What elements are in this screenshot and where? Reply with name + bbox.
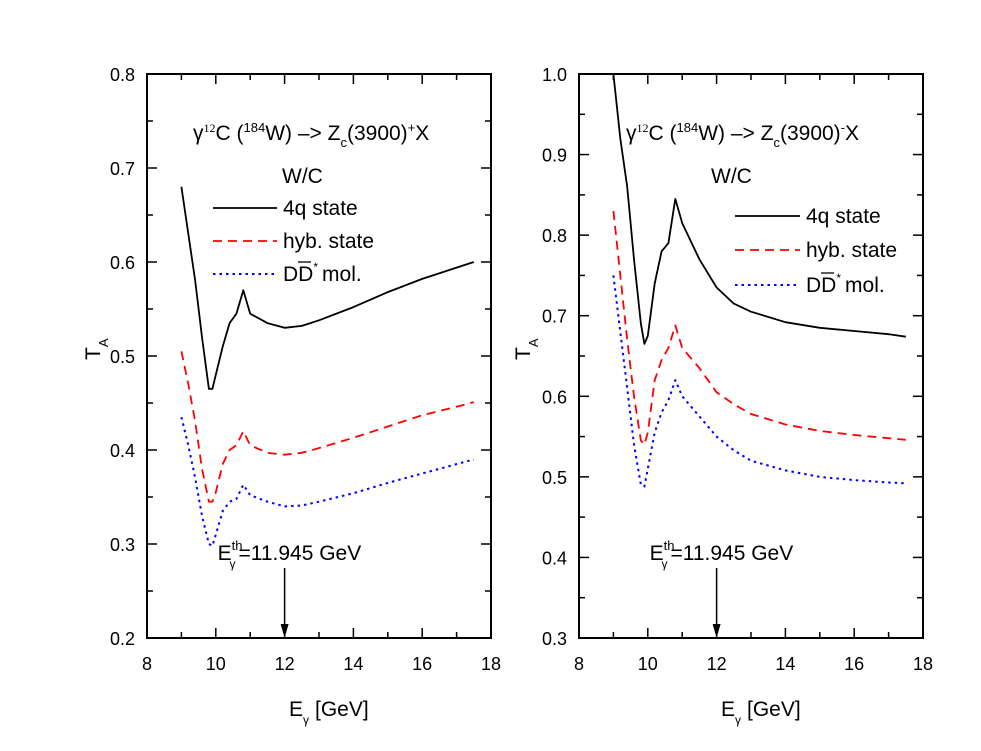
threshold-label: Eth γ =11.945 GeV (218, 538, 362, 571)
y-tick-label: 0.5 (110, 347, 135, 367)
x-tick-label: 16 (412, 654, 432, 674)
threshold-label: Eth γ =11.945 GeV (650, 538, 794, 571)
y-tick-label: 0.2 (110, 629, 135, 649)
x-tick-label: 16 (844, 654, 864, 674)
right-panel: 8 10 12 14 16 18 0.3 0.4 0.5 0.6 0.7 0.8 0.9 1.0 Eγ [Ge… (512, 65, 933, 727)
y-tick-label: 1.0 (542, 65, 567, 85)
y-tick-label: 0.4 (110, 441, 135, 461)
x-tick-label: 14 (775, 654, 795, 674)
legend-label: hyb. state (283, 230, 374, 253)
y-tick-label: 0.3 (542, 629, 567, 649)
x-axis-label: Eγ [GeV] (721, 698, 801, 727)
y-tick-label: 0.9 (542, 146, 567, 166)
x-tick-label: 12 (275, 654, 295, 674)
x-tick-label: 18 (913, 654, 933, 674)
y-axis-label: TA (512, 338, 541, 360)
series-line (612, 73, 906, 345)
y-axis-label: TA (82, 338, 111, 360)
y-tick-label: 0.4 (542, 548, 567, 568)
left-panel: 8 10 12 14 16 18 0.2 0.3 0.4 0.5 0.6 0.7 0.8 Eγ [GeV] T… (82, 65, 501, 727)
subtitle-wc: W/C (282, 165, 323, 188)
legend-label: DD* mol. (283, 260, 362, 286)
x-axis-label: Eγ [GeV] (289, 698, 369, 727)
plot-title: γ12C (184W) –> Zc(3900)-X (626, 120, 859, 150)
series-line (612, 275, 906, 488)
legend-label: hyb. state (806, 239, 897, 262)
y-tick-label: 0.6 (110, 253, 135, 273)
x-tick-label: 8 (574, 654, 584, 674)
x-tick-label: 10 (638, 654, 658, 674)
arrow-head-icon (280, 624, 289, 638)
plot-title: γ12C (184W) –> Zc(3900)+X (193, 120, 429, 150)
series-line (180, 416, 475, 547)
legend-label: DD* mol. (806, 271, 885, 297)
y-tick-label: 0.5 (542, 468, 567, 488)
y-tick-label: 0.6 (542, 387, 567, 407)
x-tick-label: 8 (142, 654, 152, 674)
x-tick-label: 12 (707, 654, 727, 674)
series-line (180, 351, 475, 503)
y-tick-label: 0.8 (542, 226, 567, 246)
legend-label: 4q state (283, 197, 358, 220)
y-tick-label: 0.8 (110, 65, 135, 85)
x-tick-label: 10 (206, 654, 226, 674)
series-line (612, 210, 906, 446)
x-tick-label: 14 (343, 654, 363, 674)
series-line (180, 186, 475, 390)
x-tick-label: 18 (481, 654, 501, 674)
y-tick-label: 0.7 (110, 159, 135, 179)
arrow-head-icon (712, 624, 721, 638)
y-tick-label: 0.7 (542, 307, 567, 327)
y-tick-label: 0.3 (110, 535, 135, 555)
legend-label: 4q state (806, 205, 881, 228)
subtitle-wc: W/C (711, 165, 752, 188)
